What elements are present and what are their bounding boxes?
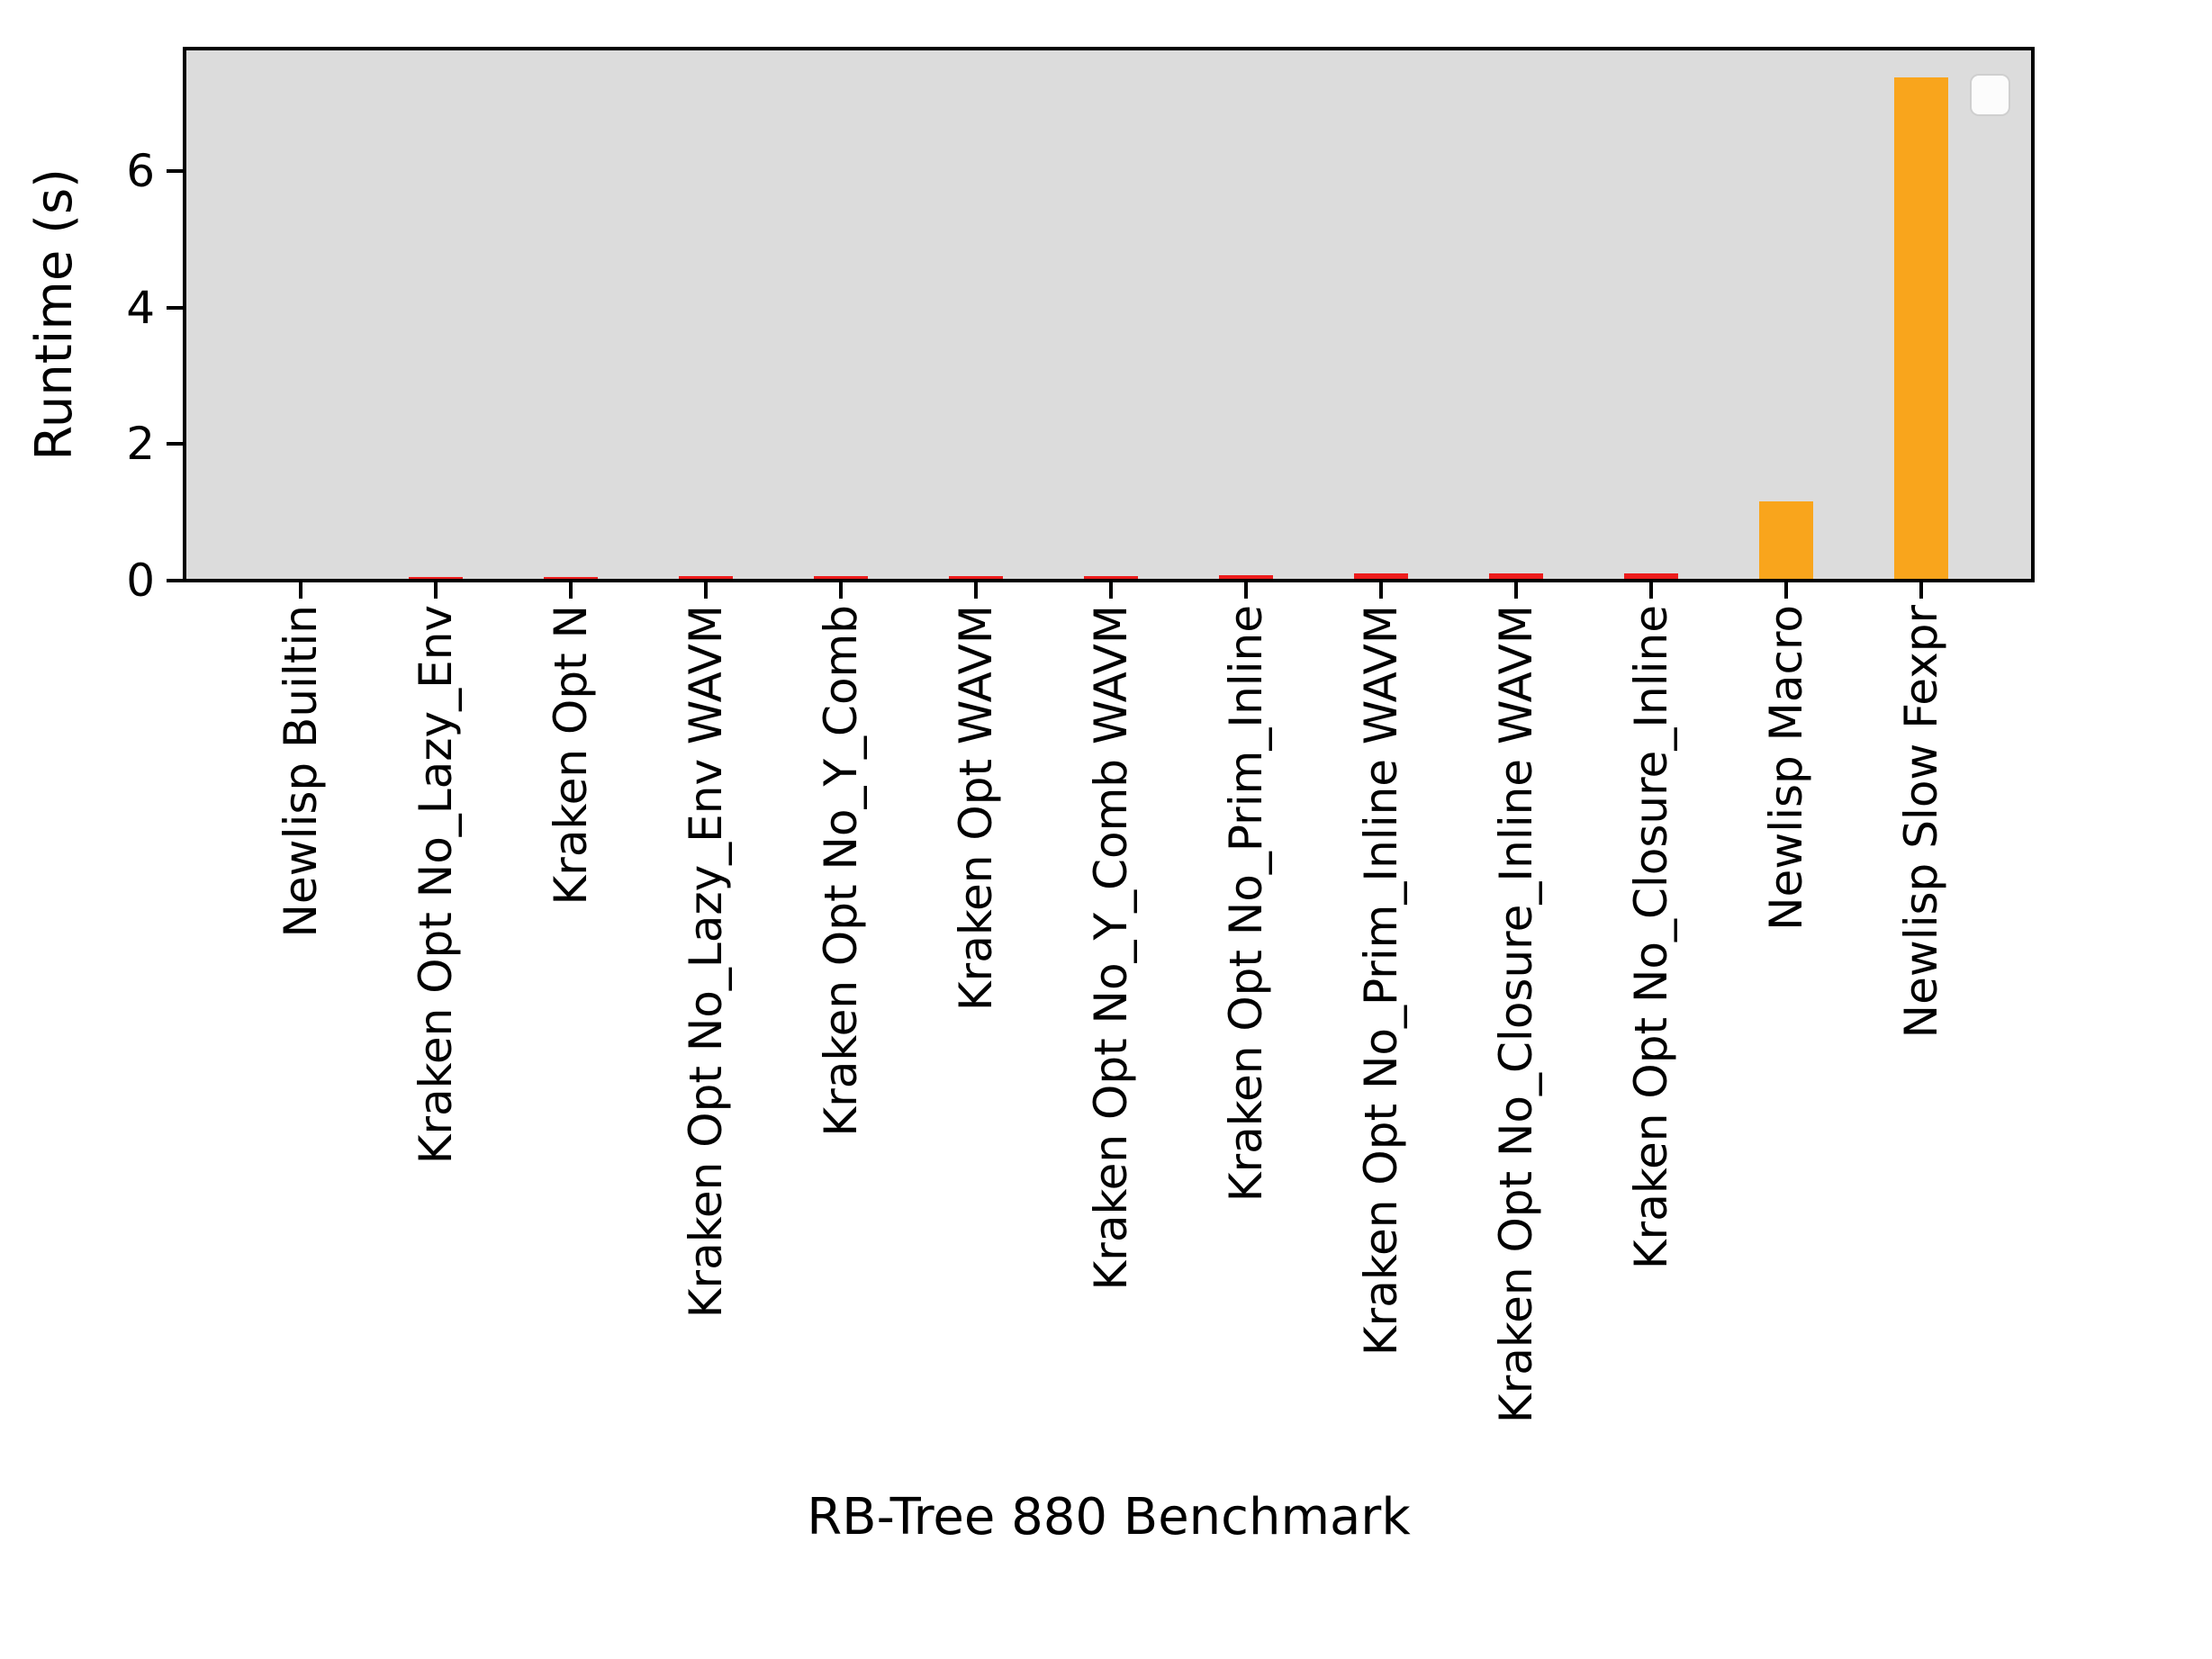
x-tick [569,582,573,599]
x-tick [974,582,978,599]
x-tick [434,582,438,599]
x-tick-label: Kraken Opt No_Lazy_Env [409,605,462,1165]
x-tick [1379,582,1383,599]
y-tick-label: 2 [126,418,155,471]
bar [544,577,598,581]
x-axis-label: RB-Tree 880 Benchmark [807,1488,1411,1546]
x-tick-label: Newlisp Builtin [274,605,327,938]
x-tick [1784,582,1788,599]
legend-box [1970,74,2010,116]
x-tick-label: Kraken Opt N [544,605,597,906]
x-tick [1244,582,1248,599]
bar [409,577,463,581]
y-tick-label: 4 [126,281,155,334]
x-tick-label: Kraken Opt No_Closure_Inline WAVM [1489,605,1542,1424]
bars-layer [185,49,2033,581]
x-tick-label: Kraken Opt No_Prim_Inline [1219,605,1272,1203]
x-tick [1514,582,1518,599]
y-tick [167,305,183,310]
x-tick-label: Kraken Opt WAVM [949,605,1002,1012]
y-axis-label: Runtime (s) [25,168,84,461]
y-tick [167,169,183,174]
bar [1219,575,1273,581]
x-tick [839,582,843,599]
y-tick-label: 6 [126,145,155,198]
bar [1624,573,1678,581]
x-tick [1109,582,1113,599]
bar [949,576,1003,581]
bar [1489,573,1543,581]
bar [1894,77,1948,581]
x-tick-label: Newlisp Macro [1759,605,1812,931]
x-tick [1649,582,1653,599]
bar [679,576,733,581]
x-tick [1919,582,1923,599]
x-tick-label: Kraken Opt No_Closure_Inline [1624,605,1677,1270]
x-tick-label: Kraken Opt No_Y_Comb WAVM [1084,605,1137,1291]
bar [1084,576,1138,581]
plot-area [185,49,2033,581]
y-tick [167,442,183,446]
x-tick-label: Kraken Opt No_Lazy_Env WAVM [679,605,732,1319]
x-tick-label: Kraken Opt No_Y_Comb [814,605,867,1137]
x-tick [299,582,302,599]
x-tick [704,582,708,599]
y-tick-label: 0 [126,555,155,607]
bar [1354,573,1408,581]
x-tick-label: Kraken Opt No_Prim_Inline WAVM [1354,605,1407,1357]
bar [1759,501,1813,581]
bar [814,576,868,581]
y-tick [167,579,183,582]
x-tick-label: Newlisp Slow Fexpr [1894,605,1947,1039]
